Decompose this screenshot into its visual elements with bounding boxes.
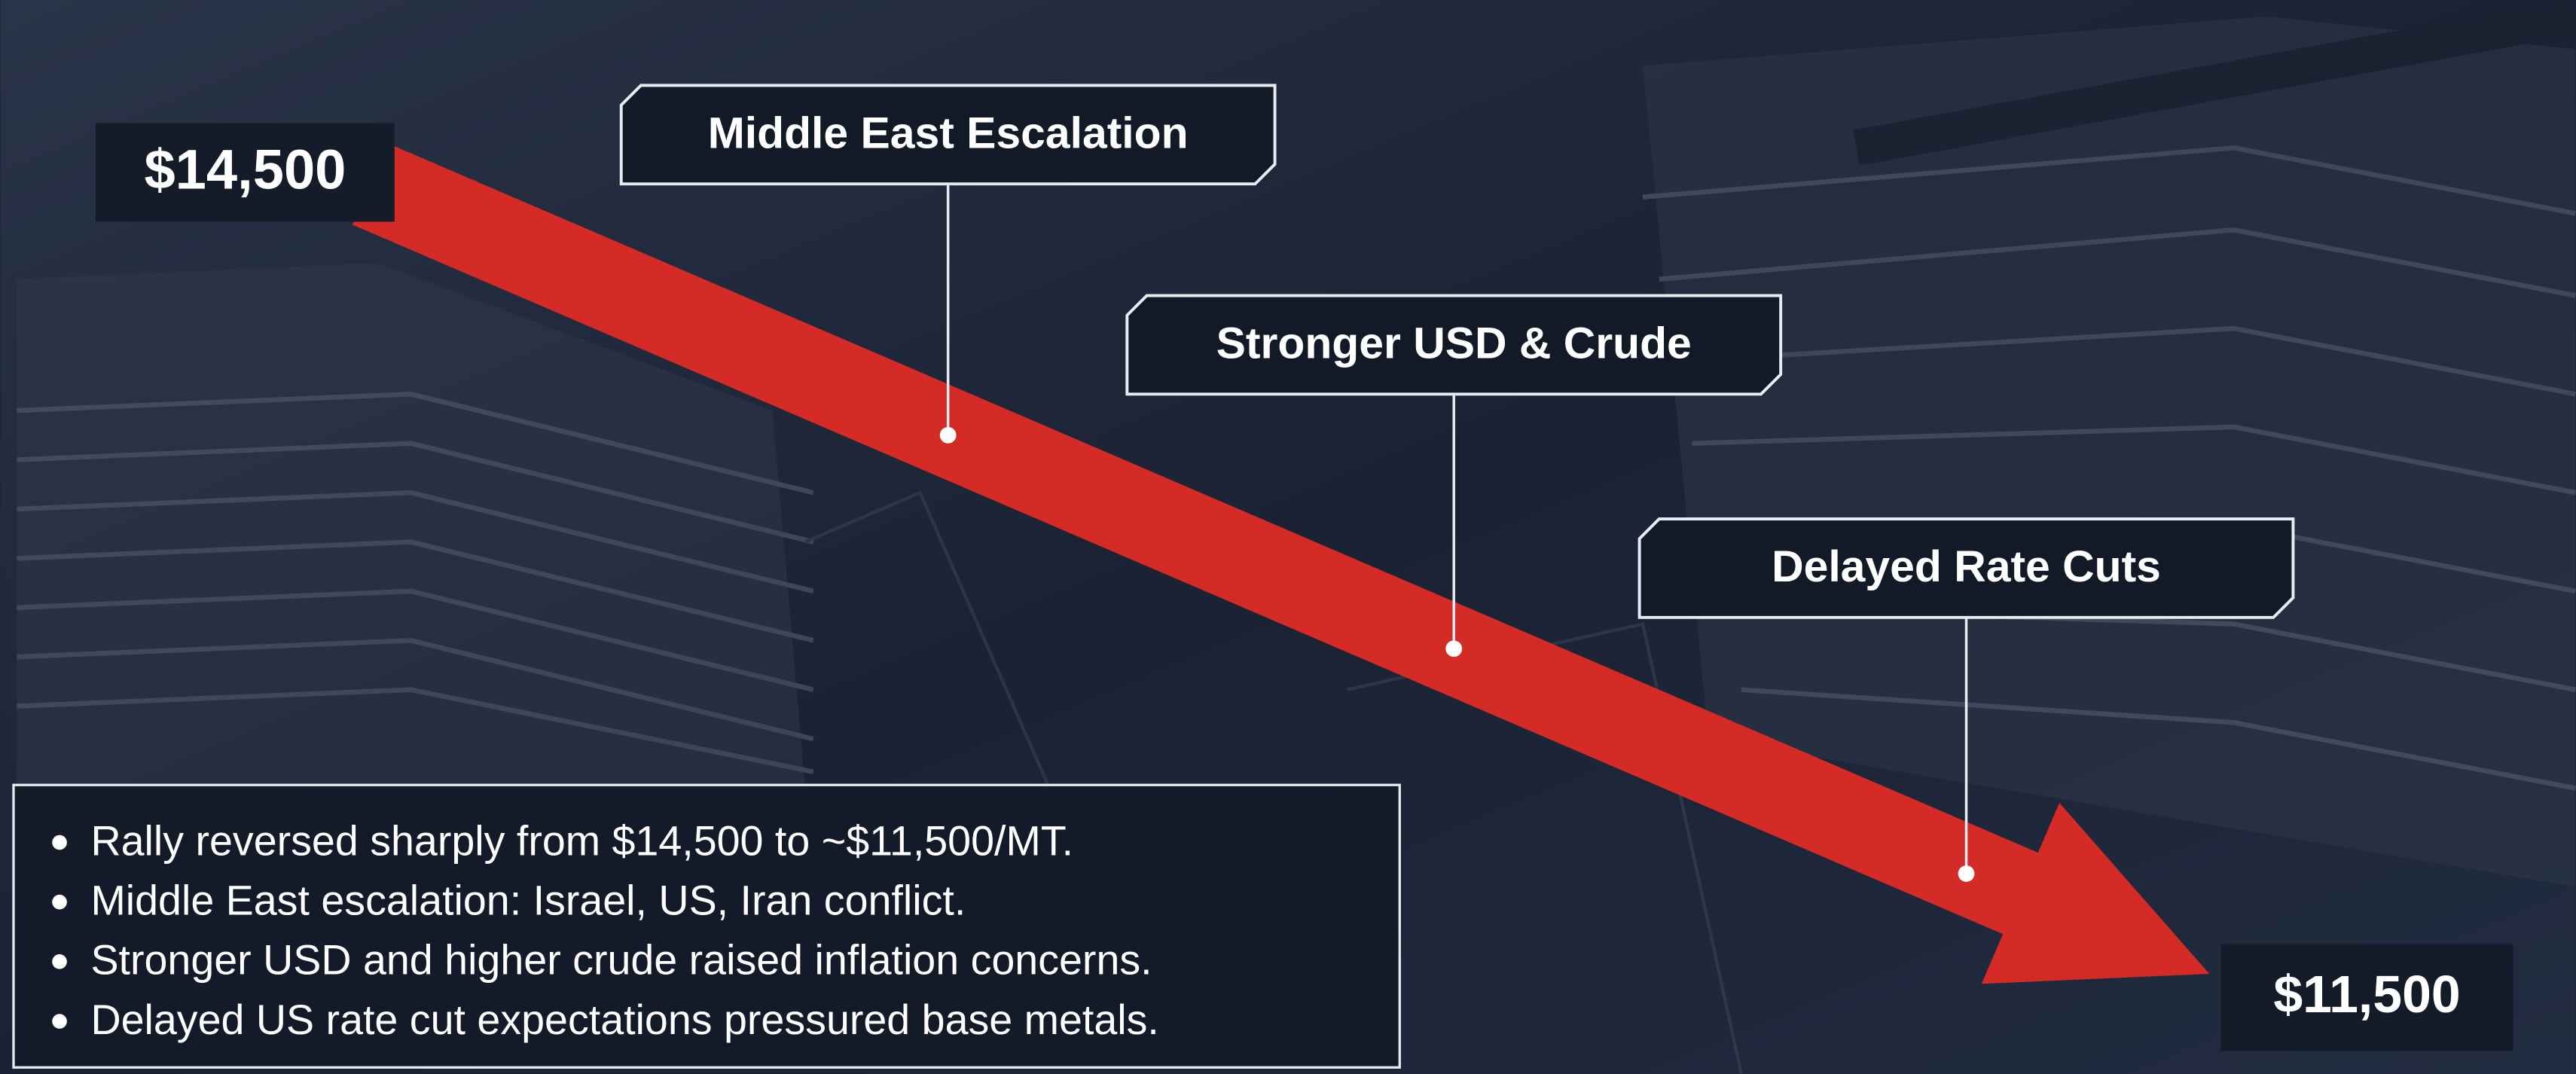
bullet-dot (52, 895, 67, 910)
bullet-dot (52, 1014, 67, 1029)
callout-dot (940, 427, 957, 444)
page: {"start_price": "$14,500", "end_price": … (0, 0, 2576, 1074)
callout-label: Stronger USD & Crude (1216, 319, 1692, 368)
infographic: Middle East Escalation Stronger USD & Cru… (0, 0, 2576, 1074)
bullet-text: Rally reversed sharply from $14,500 to ~… (90, 817, 1073, 864)
bullet-dot (52, 954, 67, 969)
end-price: $11,500 (2273, 965, 2460, 1024)
bullet-text: Delayed US rate cut expectations pressur… (90, 996, 1158, 1043)
bullet-dot (52, 835, 67, 850)
start-price: $14,500 (144, 139, 346, 201)
callout-label: Delayed Rate Cuts (1772, 542, 2161, 591)
callout-dot (1958, 865, 1975, 882)
bullet-text: Middle East escalation: Israel, US, Iran… (90, 877, 966, 924)
bullet-text: Stronger USD and higher crude raised inf… (90, 937, 1152, 984)
callout-dot (1445, 640, 1462, 657)
callout-label: Middle East Escalation (708, 109, 1189, 158)
